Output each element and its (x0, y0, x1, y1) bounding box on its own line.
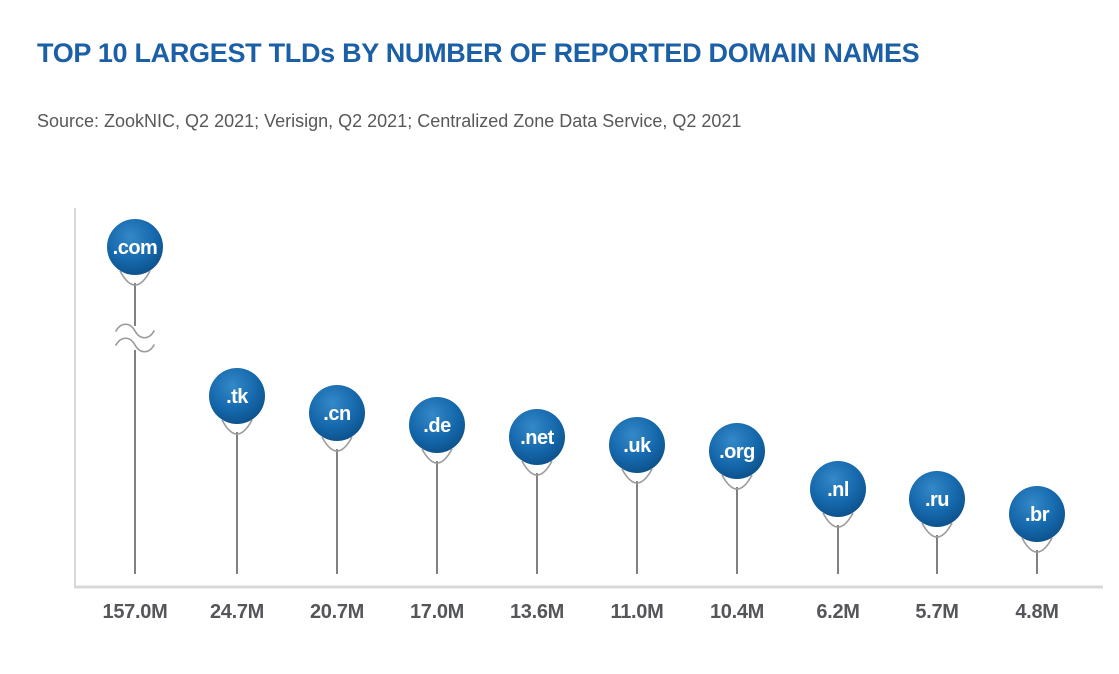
balloon-knot (921, 522, 953, 538)
balloon-label: .tk (226, 386, 249, 408)
value-label-com: 157.0M (103, 601, 168, 623)
balloon-uk: .uk (609, 417, 665, 574)
balloon-de: .de (409, 397, 465, 574)
value-label-cn: 20.7M (310, 601, 364, 623)
balloon-label: .de (423, 415, 451, 437)
balloon-knot (521, 460, 553, 476)
balloon-tk: .tk (209, 368, 265, 574)
balloon-knot (321, 436, 353, 452)
balloon-com: .com (107, 219, 163, 574)
balloon-shape (1009, 486, 1065, 542)
balloon-shape (209, 368, 265, 424)
value-label-org: 10.4M (710, 601, 764, 623)
axis-break-squiggle (115, 337, 155, 353)
value-label-nl: 6.2M (816, 601, 859, 623)
balloon-label: .com (113, 237, 158, 259)
balloon-knot (119, 270, 151, 286)
value-label-ru: 5.7M (915, 601, 958, 623)
balloon-label: .net (520, 427, 554, 449)
value-label-de: 17.0M (410, 601, 464, 623)
balloon-shape (609, 417, 665, 473)
balloon-shape (909, 471, 965, 527)
balloon-shape (409, 397, 465, 453)
balloon-label: .uk (623, 435, 652, 457)
balloon-shape (810, 461, 866, 517)
balloon-ru: .ru (909, 471, 965, 574)
balloon-shape (709, 423, 765, 479)
axis-break-squiggle (115, 323, 155, 339)
balloon-label: .nl (827, 479, 849, 501)
balloon-knot (421, 448, 453, 464)
balloon-knot (822, 512, 854, 528)
balloon-label: .ru (925, 489, 949, 511)
page-title: TOP 10 LARGEST TLDs BY NUMBER OF REPORTE… (37, 38, 920, 68)
balloon-knot (721, 474, 753, 490)
balloon-label: .cn (323, 403, 350, 425)
balloon-knot (621, 468, 653, 484)
balloon-knot (221, 419, 253, 435)
value-label-uk: 11.0M (611, 601, 664, 623)
balloon-shape (309, 385, 365, 441)
balloon-label: .org (719, 441, 755, 463)
balloon-nl: .nl (810, 461, 866, 574)
balloon-label: .br (1025, 504, 1050, 526)
balloon-shape (107, 219, 163, 275)
balloon-cn: .cn (309, 385, 365, 574)
value-label-br: 4.8M (1015, 601, 1058, 623)
balloon-shape (509, 409, 565, 465)
balloon-knot (1021, 537, 1053, 553)
balloon-br: .br (1009, 486, 1065, 574)
balloon-org: .org (709, 423, 765, 574)
source-caption: Source: ZookNIC, Q2 2021; Verisign, Q2 2… (37, 111, 742, 131)
value-label-tk: 24.7M (210, 601, 264, 623)
value-label-net: 13.6M (510, 601, 564, 623)
balloon-net: .net (509, 409, 565, 574)
